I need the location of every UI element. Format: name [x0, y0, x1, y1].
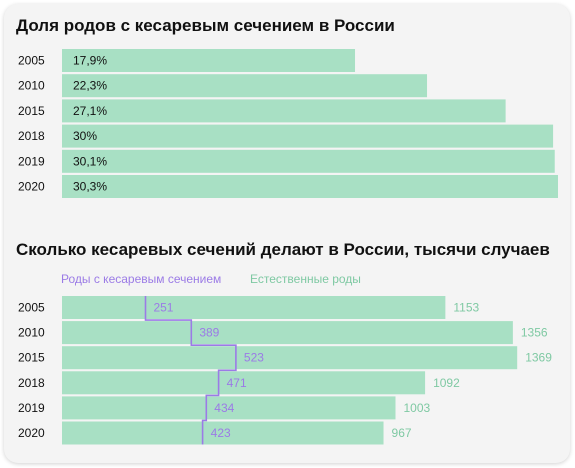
chart2-natural-value: 1153: [453, 301, 479, 315]
chart1-value-label: 27,1%: [73, 104, 107, 118]
chart1-value-label: 30,3%: [73, 180, 107, 194]
chart2-year-label: 2015: [18, 351, 45, 365]
chart2-natural-bar: [62, 371, 426, 395]
chart1-bar: [62, 74, 428, 98]
chart1-title: Доля родов с кесаревым сечением в России: [16, 16, 395, 35]
chart2-natural-bar: [62, 346, 518, 370]
chart1-bar: [62, 99, 506, 123]
chart2-caesarean-value: 389: [199, 326, 219, 340]
chart2-year-label: 2020: [18, 426, 45, 440]
chart1-bar: [62, 49, 356, 72]
chart2-natural-bar: [62, 296, 446, 319]
chart1-bar: [62, 175, 558, 198]
chart2-caesarean-value: 434: [214, 401, 234, 415]
chart1-value-label: 30,1%: [73, 154, 107, 168]
legend-caesarean: Роды с кесаревым сечением: [61, 272, 222, 286]
chart1-year-label: 2019: [18, 154, 45, 168]
chart2-caesarean-value: 471: [227, 376, 247, 390]
chart2-natural-bar: [62, 321, 513, 345]
chart2-natural-value: 1369: [525, 351, 552, 365]
chart1-value-label: 17,9%: [73, 54, 107, 68]
chart2-year-label: 2019: [18, 401, 45, 415]
chart1-value-label: 22,3%: [73, 79, 107, 93]
chart1-year-label: 2020: [18, 180, 45, 194]
chart2-year-label: 2018: [18, 376, 45, 390]
chart1-value-label: 30%: [73, 129, 97, 143]
chart2-natural-value: 1092: [433, 376, 460, 390]
legend-natural: Естественные роды: [250, 272, 361, 286]
chart2-year-label: 2010: [18, 326, 45, 340]
chart2-caesarean-value: 251: [153, 301, 173, 315]
chart2-caesarean-value: 523: [244, 351, 264, 365]
chart1-year-label: 2005: [18, 54, 45, 68]
chart2-natural-bar: [62, 396, 396, 420]
chart2-year-label: 2005: [18, 301, 45, 315]
chart2-natural-value: 1003: [403, 401, 430, 415]
chart2-caesarean-line: [144, 296, 237, 445]
chart2-caesarean-value: 423: [211, 426, 231, 440]
chart2-natural-value: 967: [392, 426, 412, 440]
chart2-natural-bar: [62, 421, 384, 445]
chart1-year-label: 2015: [18, 104, 45, 118]
chart1-bar: [62, 124, 554, 148]
chart1-year-label: 2018: [18, 129, 45, 143]
chart2-natural-value: 1356: [521, 326, 548, 340]
chart2-title: Сколько кесаревых сечений делают в Росси…: [16, 240, 550, 259]
chart1-bar: [62, 149, 555, 173]
chart1-year-label: 2010: [18, 79, 45, 93]
